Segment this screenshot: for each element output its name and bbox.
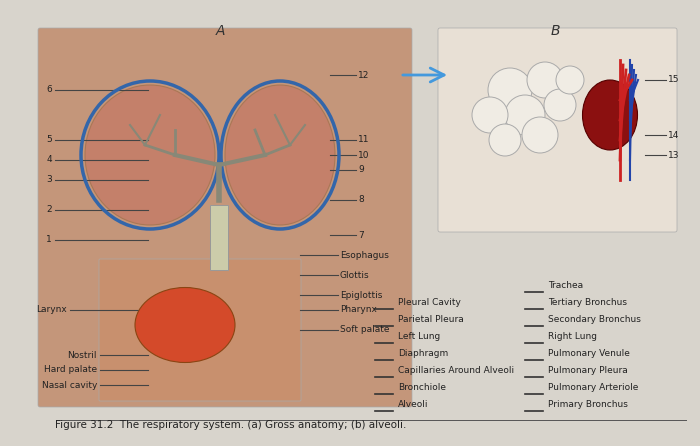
Text: Tertiary Bronchus: Tertiary Bronchus	[548, 298, 627, 307]
Circle shape	[505, 95, 545, 135]
Text: Parietal Pleura: Parietal Pleura	[398, 315, 463, 324]
Text: Nostril: Nostril	[67, 351, 97, 359]
Text: Esophagus: Esophagus	[340, 251, 389, 260]
Text: Figure 31.2  The respiratory system. (a) Gross anatomy; (b) alveoli.: Figure 31.2 The respiratory system. (a) …	[55, 420, 407, 430]
Bar	[210, 205, 228, 270]
Text: 8: 8	[358, 195, 364, 205]
Text: 15: 15	[668, 75, 680, 84]
Text: Trachea: Trachea	[548, 281, 583, 290]
Text: 13: 13	[668, 150, 680, 160]
Circle shape	[556, 66, 584, 94]
Text: Pleural Cavity: Pleural Cavity	[398, 298, 461, 307]
Text: 5: 5	[46, 136, 52, 145]
Circle shape	[522, 117, 558, 153]
Text: Epiglottis: Epiglottis	[340, 290, 382, 300]
Text: Soft palate: Soft palate	[340, 326, 389, 334]
Text: 14: 14	[668, 131, 680, 140]
Text: 7: 7	[358, 231, 364, 240]
Ellipse shape	[135, 288, 235, 363]
Circle shape	[472, 97, 508, 133]
Ellipse shape	[225, 85, 335, 225]
FancyBboxPatch shape	[99, 259, 301, 401]
Text: 2: 2	[46, 206, 52, 215]
Text: Pulmonary Arteriole: Pulmonary Arteriole	[548, 383, 638, 392]
Circle shape	[527, 62, 563, 98]
FancyBboxPatch shape	[38, 28, 412, 407]
Ellipse shape	[582, 80, 638, 150]
Text: Glottis: Glottis	[340, 271, 370, 280]
Text: B: B	[550, 24, 560, 38]
Text: 10: 10	[358, 150, 370, 160]
Text: Bronchiole: Bronchiole	[398, 383, 446, 392]
Text: Pulmonary Venule: Pulmonary Venule	[548, 349, 630, 358]
FancyBboxPatch shape	[438, 28, 677, 232]
Text: 4: 4	[46, 156, 52, 165]
Text: Primary Bronchus: Primary Bronchus	[548, 400, 628, 409]
Ellipse shape	[85, 85, 215, 225]
Text: Hard palate: Hard palate	[44, 366, 97, 375]
Text: 11: 11	[358, 136, 370, 145]
Text: Larynx: Larynx	[36, 306, 67, 314]
Text: Secondary Bronchus: Secondary Bronchus	[548, 315, 641, 324]
Text: 3: 3	[46, 175, 52, 185]
Text: A: A	[216, 24, 225, 38]
Text: 6: 6	[46, 86, 52, 95]
Text: Nasal cavity: Nasal cavity	[41, 380, 97, 389]
Text: Capillaries Around Alveoli: Capillaries Around Alveoli	[398, 366, 514, 375]
Text: 1: 1	[46, 235, 52, 244]
Text: Diaphragm: Diaphragm	[398, 349, 448, 358]
Text: Pharynx: Pharynx	[340, 306, 377, 314]
Circle shape	[488, 68, 532, 112]
Text: Alveoli: Alveoli	[398, 400, 428, 409]
Circle shape	[544, 89, 576, 121]
Text: Pulmonary Pleura: Pulmonary Pleura	[548, 366, 628, 375]
Circle shape	[489, 124, 521, 156]
Text: Right Lung: Right Lung	[548, 332, 597, 341]
Text: 9: 9	[358, 165, 364, 174]
Text: 12: 12	[358, 70, 370, 79]
Text: Left Lung: Left Lung	[398, 332, 440, 341]
